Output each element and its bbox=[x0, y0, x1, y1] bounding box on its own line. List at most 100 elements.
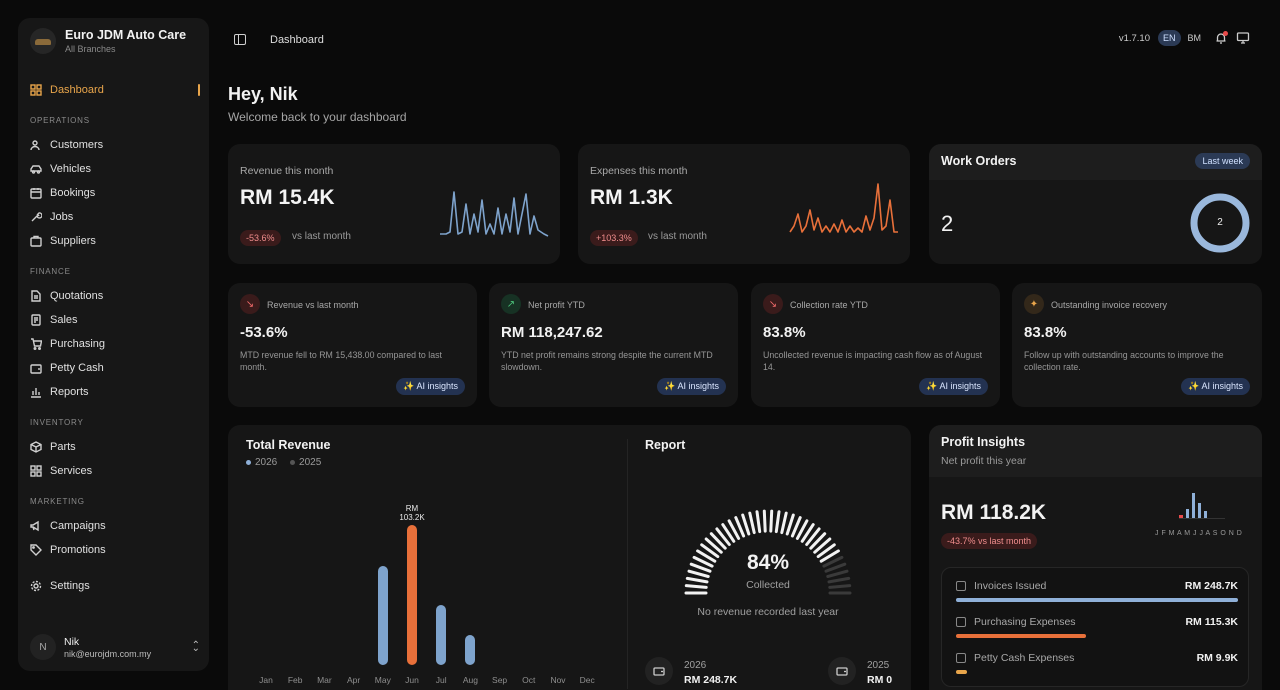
insight-value: RM 118,247.62 bbox=[501, 324, 603, 341]
ai-insights-button[interactable]: ✨ AI insights bbox=[919, 378, 988, 395]
sidebar-item-reports[interactable]: Reports bbox=[30, 380, 205, 404]
gauge-tick bbox=[709, 532, 727, 550]
sidebar-item-purchasing[interactable]: Purchasing bbox=[30, 332, 205, 356]
sidebar-item-label: Vehicles bbox=[50, 163, 91, 175]
notification-bell-icon[interactable] bbox=[1214, 31, 1228, 45]
notification-dot bbox=[1223, 31, 1228, 36]
brand-switcher[interactable]: Euro JDM Auto Care All Branches bbox=[30, 28, 186, 54]
total-revenue-card: Total Revenue 2026 2025 RM 103.2K Report … bbox=[228, 425, 911, 690]
active-indicator bbox=[198, 84, 200, 96]
expenses-sparkline bbox=[789, 183, 898, 233]
sidebar-item-services[interactable]: Services bbox=[30, 459, 205, 483]
ai-insights-button[interactable]: ✨ AI insights bbox=[396, 378, 465, 395]
peak-data-label: RM 103.2K bbox=[392, 504, 432, 522]
sidebar-nav: Dashboard OPERATIONS Customers Vehicles … bbox=[30, 78, 205, 598]
gauge-tick bbox=[813, 537, 832, 554]
gauge-tick bbox=[692, 555, 714, 568]
x-tick-label: Nov bbox=[550, 675, 566, 685]
monitor-icon[interactable] bbox=[1236, 31, 1250, 45]
lang-en-button[interactable]: EN bbox=[1157, 30, 1181, 46]
sidebar-item-campaigns[interactable]: Campaigns bbox=[30, 514, 205, 538]
work-orders-card: Work Orders Last week 2 2 bbox=[929, 144, 1262, 264]
trend-down-icon: ↘ bbox=[763, 294, 783, 314]
sidebar-item-petty-cash[interactable]: Petty Cash bbox=[30, 356, 205, 380]
gauge-tick bbox=[824, 562, 847, 573]
work-orders-title: Work Orders bbox=[941, 154, 1017, 168]
x-tick-label: Apr bbox=[346, 675, 361, 685]
insight-card-net-profit: ↗ Net profit YTD RM 118,247.62 YTD net p… bbox=[489, 283, 738, 407]
insight-description: Follow up with outstanding accounts to i… bbox=[1024, 350, 1224, 372]
lang-bm-button[interactable]: BM bbox=[1187, 33, 1202, 43]
sidebar-item-vehicles[interactable]: Vehicles bbox=[30, 157, 205, 181]
sidebar-item-label: Purchasing bbox=[50, 338, 106, 350]
revenue-bar[interactable] bbox=[377, 565, 388, 665]
sidebar-item-label: Services bbox=[50, 465, 93, 477]
revenue-bar[interactable] bbox=[436, 605, 447, 665]
lightbulb-icon: ✦ bbox=[1024, 294, 1044, 314]
gauge-tick bbox=[696, 549, 717, 563]
branch-label: All Branches bbox=[65, 44, 116, 54]
revenue-sparkline bbox=[440, 191, 549, 237]
insight-card-revenue: ↘ Revenue vs last month -53.6% MTD reven… bbox=[228, 283, 477, 407]
user-menu[interactable]: N Nik nik@eurojdm.com.my ⌃ ⌄ bbox=[30, 633, 200, 661]
x-tick-label: Feb bbox=[287, 675, 303, 685]
revenue-bar[interactable] bbox=[407, 525, 417, 665]
gauge-label: Collected bbox=[746, 579, 790, 591]
year-2026-value: RM 248.7K bbox=[684, 674, 738, 686]
sidebar-item-jobs[interactable]: Jobs bbox=[30, 205, 205, 229]
sidebar-item-label: Jobs bbox=[50, 211, 74, 223]
ai-insights-label: AI insights bbox=[677, 381, 719, 391]
cart-icon bbox=[956, 617, 966, 627]
collection-gauge bbox=[684, 509, 852, 595]
chart-legend: 2026 2025 bbox=[246, 457, 321, 468]
brand-name: Euro JDM Auto Care bbox=[65, 28, 187, 42]
profit-title: Profit Insights bbox=[941, 435, 1026, 449]
revenue-bar[interactable] bbox=[465, 635, 476, 665]
sidebar-item-quotations[interactable]: Quotations bbox=[30, 284, 205, 308]
sidebar-item-suppliers[interactable]: Suppliers bbox=[30, 229, 205, 253]
period-badge[interactable]: Last week bbox=[1195, 153, 1250, 169]
trend-down-icon: ↘ bbox=[240, 294, 260, 314]
gauge-tick bbox=[721, 523, 736, 543]
legend-item-2025: 2025 bbox=[290, 457, 321, 468]
user-name: Nik bbox=[64, 635, 80, 648]
trend-up-icon: ↗ bbox=[501, 294, 521, 314]
ai-insights-button[interactable]: ✨ AI insights bbox=[657, 378, 726, 395]
insight-title: Net profit YTD bbox=[528, 300, 585, 310]
sidebar-toggle-icon[interactable] bbox=[234, 34, 246, 45]
sidebar-item-promotions[interactable]: Promotions bbox=[30, 538, 205, 562]
x-tick-label: Jun bbox=[405, 675, 419, 685]
gauge-tick bbox=[790, 516, 802, 538]
sidebar-item-parts[interactable]: Parts bbox=[30, 435, 205, 459]
x-tick-label: Sep bbox=[492, 675, 508, 685]
gauge-tick bbox=[715, 527, 731, 546]
grid-icon bbox=[30, 465, 42, 477]
sidebar-item-settings[interactable]: Settings bbox=[30, 574, 205, 598]
gauge-tick bbox=[822, 555, 844, 568]
sidebar-item-customers[interactable]: Customers bbox=[30, 133, 205, 157]
sidebar-item-label: Parts bbox=[50, 441, 76, 453]
x-tick-label: Jan bbox=[259, 675, 273, 685]
sidebar-item-dashboard[interactable]: Dashboard bbox=[30, 78, 205, 102]
calendar-icon bbox=[30, 188, 42, 199]
ai-insights-label: AI insights bbox=[939, 381, 981, 391]
expenses-change-badge: +103.3% bbox=[590, 230, 638, 246]
profit-insights-card: Profit Insights Net profit this year RM … bbox=[929, 425, 1262, 690]
insight-value: -53.6% bbox=[240, 324, 288, 341]
sidebar-item-bookings[interactable]: Bookings bbox=[30, 181, 205, 205]
cart-icon bbox=[31, 338, 42, 350]
total-revenue-title: Total Revenue bbox=[246, 438, 331, 452]
wallet-icon bbox=[30, 364, 42, 374]
metrics-panel: Invoices Issued RM 248.7K Purchasing Exp… bbox=[941, 567, 1249, 687]
expenses-label: Expenses this month bbox=[590, 165, 688, 177]
wallet-icon bbox=[645, 657, 673, 685]
gauge-tick bbox=[748, 511, 756, 535]
ai-insights-button[interactable]: ✨ AI insights bbox=[1181, 378, 1250, 395]
avatar: N bbox=[30, 634, 56, 660]
expenses-value: RM 1.3K bbox=[590, 186, 673, 209]
version-label: v1.7.10 bbox=[1118, 32, 1150, 44]
gauge-tick bbox=[741, 513, 751, 536]
sidebar-item-sales[interactable]: Sales bbox=[30, 308, 205, 332]
breadcrumb: Dashboard bbox=[270, 34, 324, 46]
sidebar-item-label: Bookings bbox=[50, 187, 96, 199]
